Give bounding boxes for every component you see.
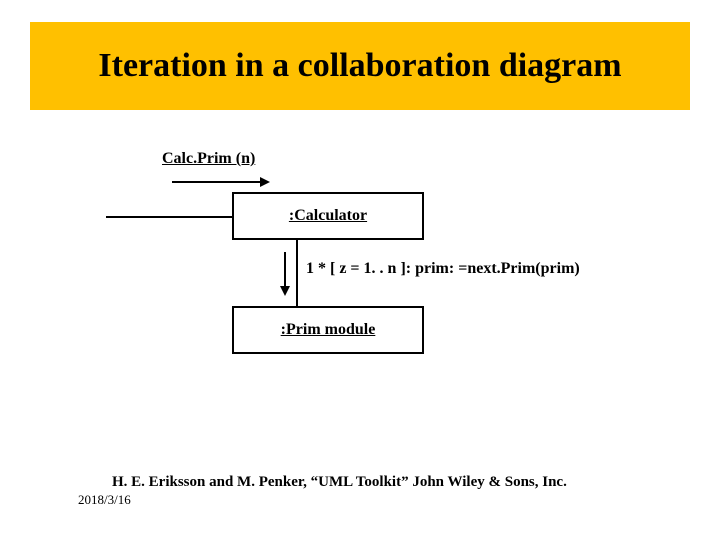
date-text: 2018/3/16 <box>78 492 131 508</box>
citation-text: H. E. Eriksson and M. Penker, “UML Toolk… <box>112 474 567 491</box>
node-prim-module-label: :Prim module <box>281 321 376 339</box>
edge-calc-to-prim <box>296 240 298 306</box>
arrow-down-icon <box>278 252 292 298</box>
arrow-right-icon <box>172 175 272 189</box>
node-prim-module: :Prim module <box>232 306 424 354</box>
node-calculator: :Calculator <box>232 192 424 240</box>
title-banner: Iteration in a collaboration diagram <box>30 22 690 110</box>
node-calculator-label: :Calculator <box>289 207 367 225</box>
edge-into-calculator <box>106 216 232 218</box>
message-next-prim-label: 1 * [ z = 1. . n ]: prim: =next.Prim(pri… <box>306 260 580 278</box>
page-title: Iteration in a collaboration diagram <box>98 47 621 85</box>
message-calc-prim-label: Calc.Prim (n) <box>162 150 255 168</box>
